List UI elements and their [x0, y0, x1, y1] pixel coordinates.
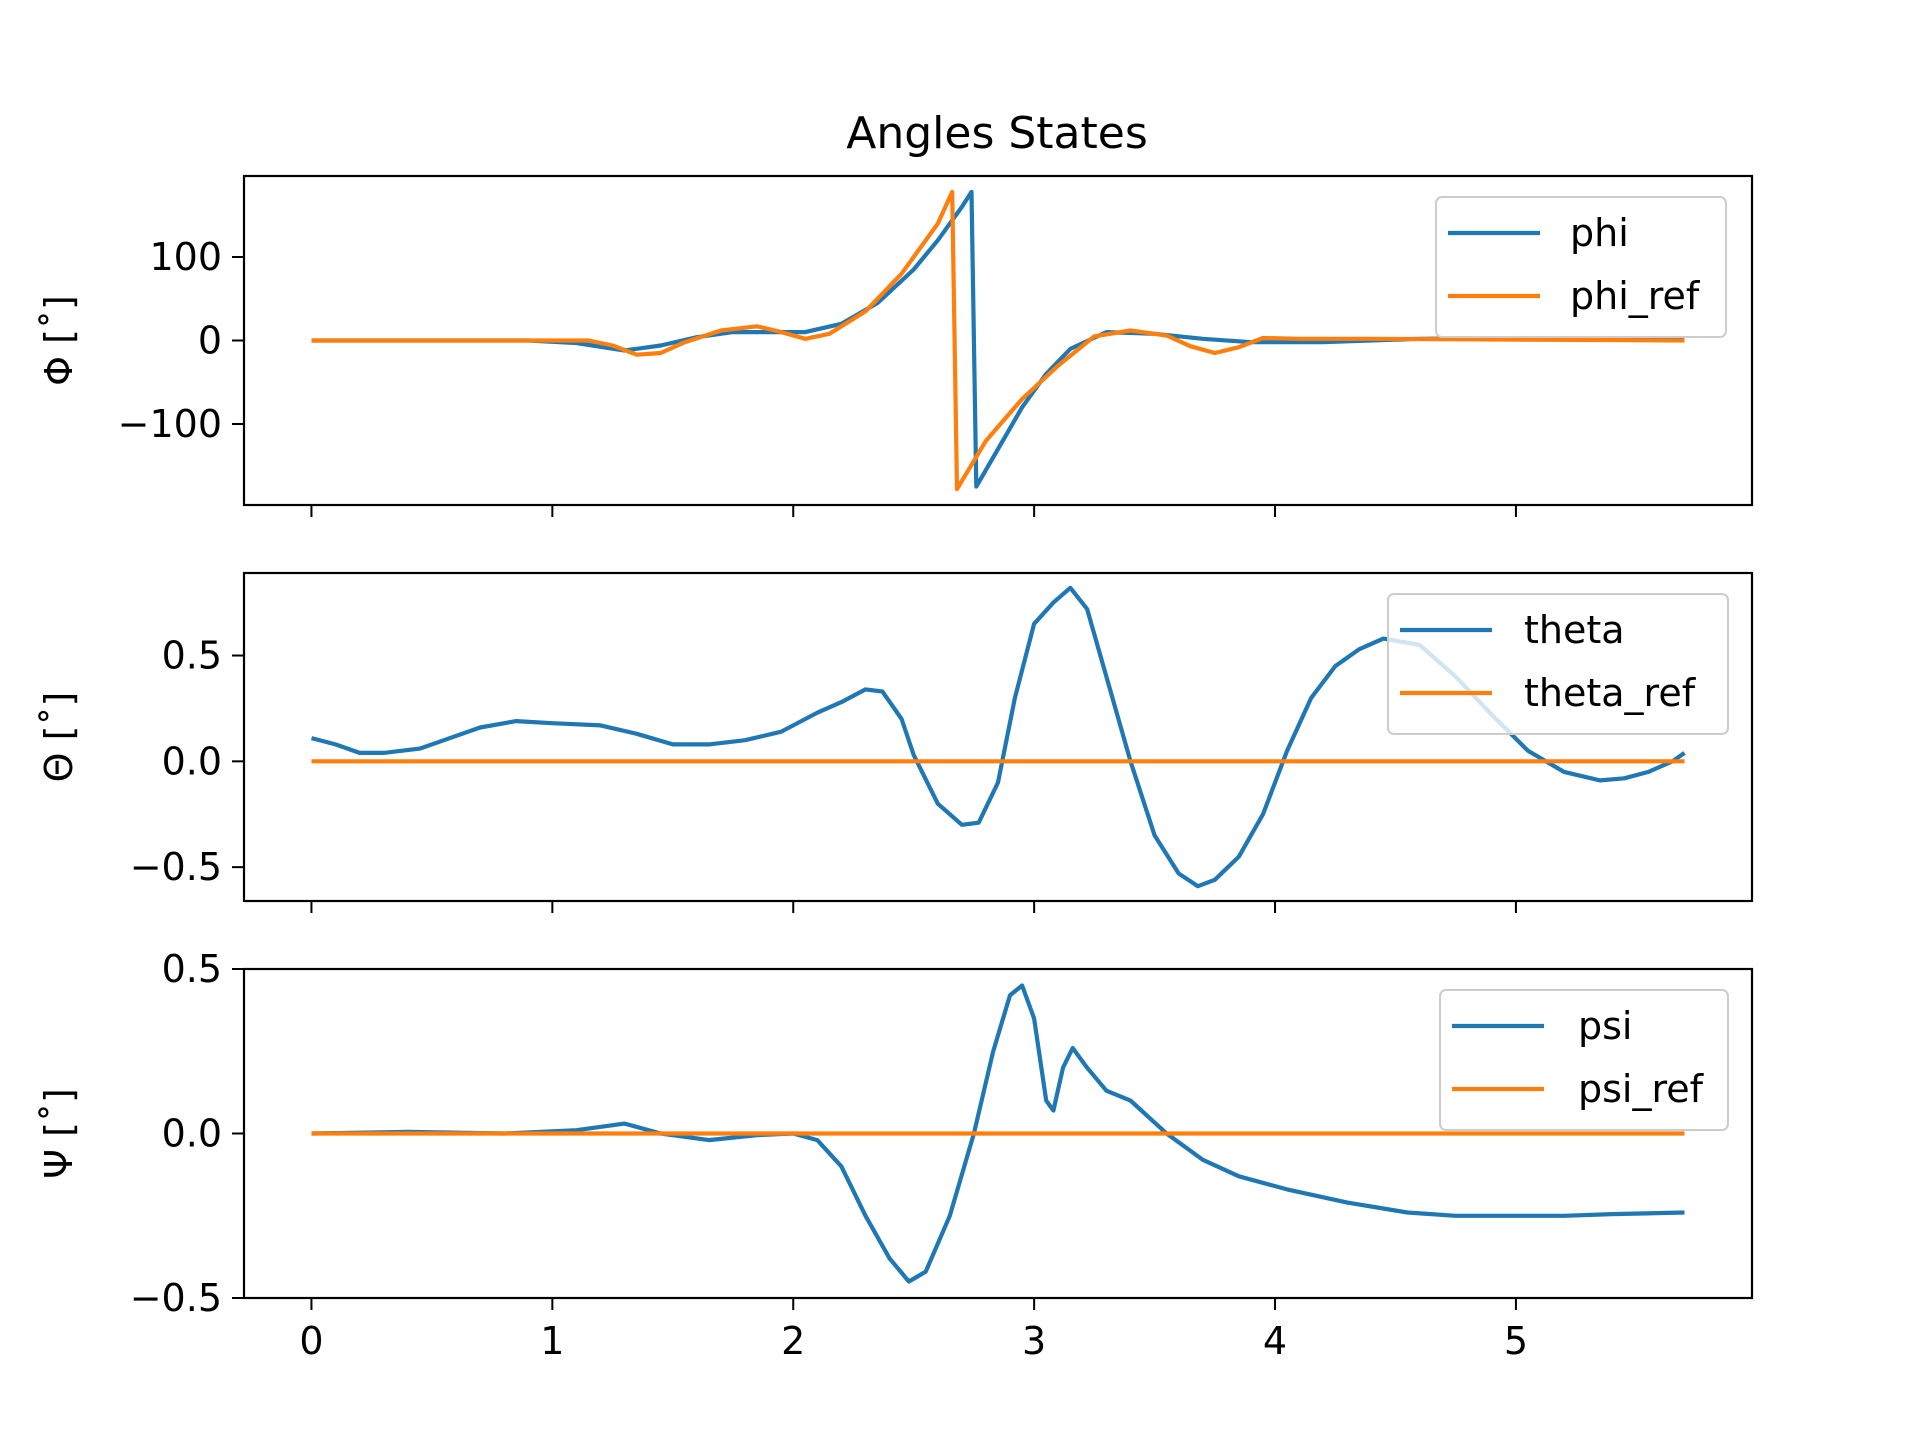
series-line-phi — [311, 189, 1685, 489]
series-line-psi — [311, 983, 1685, 1284]
subplot-1: −100 0 100 Φ [˚] phi phi_ref — [37, 174, 1754, 517]
legend-label-phi_ref: phi_ref — [1570, 274, 1701, 318]
legend-label-theta_ref: theta_ref — [1524, 671, 1697, 715]
legend-label-psi: psi — [1578, 1004, 1632, 1048]
y-tick-label: 0.5 — [162, 947, 222, 991]
y-tick-label: 0 — [198, 319, 222, 363]
legend: psi psi_ref — [1439, 989, 1729, 1131]
y-tick-label: 0.0 — [162, 739, 222, 783]
y-tick-label: 0.5 — [162, 634, 222, 678]
legend-label-phi: phi — [1570, 211, 1629, 255]
y-tick-label: −0.5 — [130, 1276, 222, 1320]
subplots: −100 0 100 Φ [˚] phi phi_ref −0.5 0.0 0.5 Θ [˚] th… — [37, 174, 1754, 1363]
y-tick-label: 100 — [149, 235, 222, 279]
x-tick-label: 5 — [1504, 1319, 1528, 1363]
x-tick-label: 1 — [540, 1319, 564, 1363]
y-tick-label: −100 — [118, 402, 222, 446]
series-line-phi_ref — [311, 189, 1685, 492]
chart-title: Angles States — [846, 108, 1148, 159]
y-axis-label: Φ [˚] — [37, 295, 81, 386]
x-tick-label: 2 — [781, 1319, 805, 1363]
y-axis-label: Ψ [˚] — [37, 1088, 81, 1179]
y-tick-label: 0.0 — [162, 1112, 222, 1156]
axes-frame — [242, 571, 1754, 903]
x-tick-label: 3 — [1022, 1319, 1046, 1363]
y-tick-label: −0.5 — [130, 845, 222, 889]
legend-label-psi_ref: psi_ref — [1578, 1067, 1705, 1111]
legend: phi phi_ref — [1435, 196, 1727, 338]
x-tick-label: 4 — [1263, 1319, 1287, 1363]
legend-label-theta: theta — [1524, 608, 1625, 652]
y-axis-label: Θ [˚] — [37, 692, 81, 783]
subplot-3: −0.5 0.0 0.5 0 1 2 3 4 5 Ψ [˚] psi psi_ref — [37, 947, 1754, 1363]
legend: theta theta_ref — [1387, 593, 1729, 735]
x-tick-label: 0 — [299, 1319, 323, 1363]
subplot-2: −0.5 0.0 0.5 Θ [˚] theta theta_ref — [37, 571, 1754, 913]
